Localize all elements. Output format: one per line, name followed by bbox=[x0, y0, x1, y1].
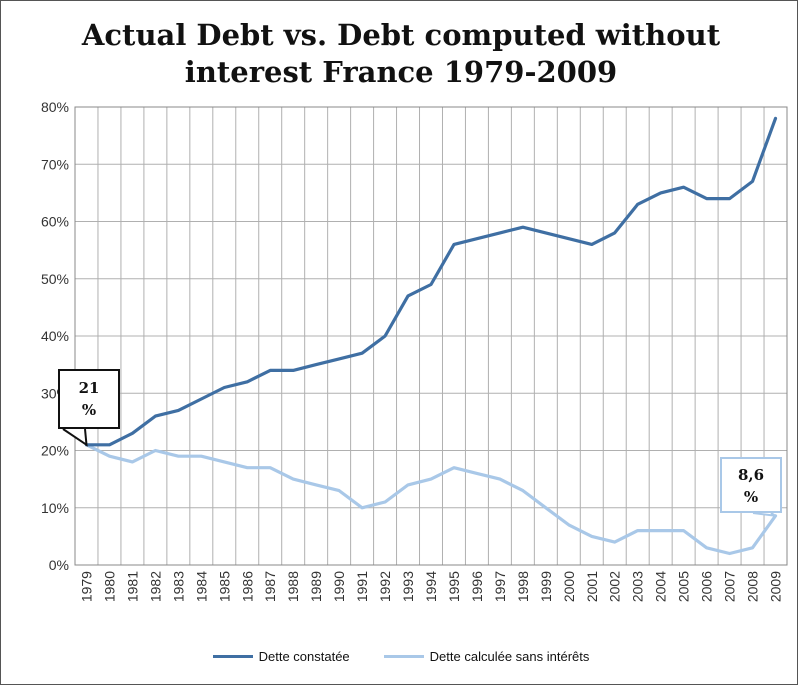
x-tick-label: 1986 bbox=[239, 571, 255, 602]
y-tick-label: 40% bbox=[41, 328, 69, 344]
plot-area-border bbox=[74, 106, 788, 566]
x-tick-label: 1988 bbox=[285, 571, 301, 602]
x-tick-label: 1983 bbox=[170, 571, 186, 602]
x-tick-label: 2009 bbox=[768, 571, 784, 602]
x-tick-label: 1990 bbox=[331, 571, 347, 602]
chart-legend: Dette constatée Dette calculée sans inté… bbox=[1, 649, 800, 664]
legend-label-dette-constatee: Dette constatée bbox=[258, 649, 350, 664]
x-tick-label: 1987 bbox=[262, 571, 278, 602]
legend-swatch-dette-calculee bbox=[383, 655, 424, 658]
x-tick-label: 2005 bbox=[676, 571, 692, 602]
x-tick-label: 1997 bbox=[492, 571, 508, 602]
chart-title-line-1: Actual Debt vs. Debt computed without bbox=[81, 18, 721, 52]
x-tick-label: 1989 bbox=[308, 571, 324, 602]
annotation-start-unit: % bbox=[81, 401, 97, 419]
annotation-start-number: 21 bbox=[78, 379, 100, 397]
x-tick-label: 2003 bbox=[630, 571, 646, 602]
y-tick-label: 80% bbox=[41, 99, 69, 115]
annotation-end-number: 8,6 bbox=[737, 466, 765, 484]
x-tick-label: 1985 bbox=[216, 571, 232, 602]
x-tick-label: 1991 bbox=[354, 571, 370, 602]
y-tick-label: 70% bbox=[41, 156, 69, 172]
x-tick-label: 1995 bbox=[446, 571, 462, 602]
y-tick-label: 60% bbox=[41, 214, 69, 230]
y-tick-label: 50% bbox=[41, 271, 69, 287]
annotation-end-unit: % bbox=[743, 488, 759, 506]
series-line-dette-calculee bbox=[84, 443, 778, 556]
series-line-dette-constatee bbox=[84, 116, 778, 447]
legend-swatch-dette-constatee bbox=[212, 655, 253, 658]
x-tick-label: 1993 bbox=[400, 571, 416, 602]
y-tick-label: 0% bbox=[49, 557, 69, 573]
x-tick-label: 1979 bbox=[78, 571, 94, 602]
chart-title: Actual Debt vs. Debt computed without in… bbox=[1, 17, 800, 91]
legend-item-dette-calculee: Dette calculée sans intérêts bbox=[383, 649, 590, 664]
x-tick-label: 2008 bbox=[745, 571, 761, 602]
chart-title-line-2: interest France 1979-2009 bbox=[184, 55, 618, 89]
x-tick-label: 2007 bbox=[722, 571, 738, 602]
x-tick-label: 1982 bbox=[147, 571, 163, 602]
x-tick-label: 2004 bbox=[653, 571, 669, 602]
annotation-end-value: 8,6 % bbox=[720, 457, 782, 513]
x-tick-label: 1996 bbox=[469, 571, 485, 602]
x-tick-label: 1992 bbox=[377, 571, 393, 602]
x-tick-label: 1999 bbox=[538, 571, 554, 602]
annotation-start-pointer bbox=[62, 428, 88, 447]
legend-label-dette-calculee: Dette calculée sans intérêts bbox=[429, 649, 590, 664]
annotation-end-pointer bbox=[752, 512, 777, 517]
x-tick-label: 1981 bbox=[124, 571, 140, 602]
x-tick-label: 1980 bbox=[101, 571, 117, 602]
y-tick-label: 10% bbox=[41, 500, 69, 516]
x-tick-label: 1984 bbox=[193, 571, 209, 602]
annotation-start-value: 21 % bbox=[58, 369, 120, 429]
x-tick-label: 2006 bbox=[699, 571, 715, 602]
x-tick-label: 1998 bbox=[515, 571, 531, 602]
line-chart: 0%10%20%30%40%50%60%70%80%1979 1980 1981 19… bbox=[41, 99, 788, 602]
x-tick-label: 1994 bbox=[423, 571, 439, 602]
x-tick-label: 2000 bbox=[561, 571, 577, 602]
x-tick-label: 2002 bbox=[607, 571, 623, 602]
legend-item-dette-constatee: Dette constatée bbox=[212, 649, 350, 664]
y-tick-label: 20% bbox=[41, 443, 69, 459]
x-tick-label: 2001 bbox=[584, 571, 600, 602]
